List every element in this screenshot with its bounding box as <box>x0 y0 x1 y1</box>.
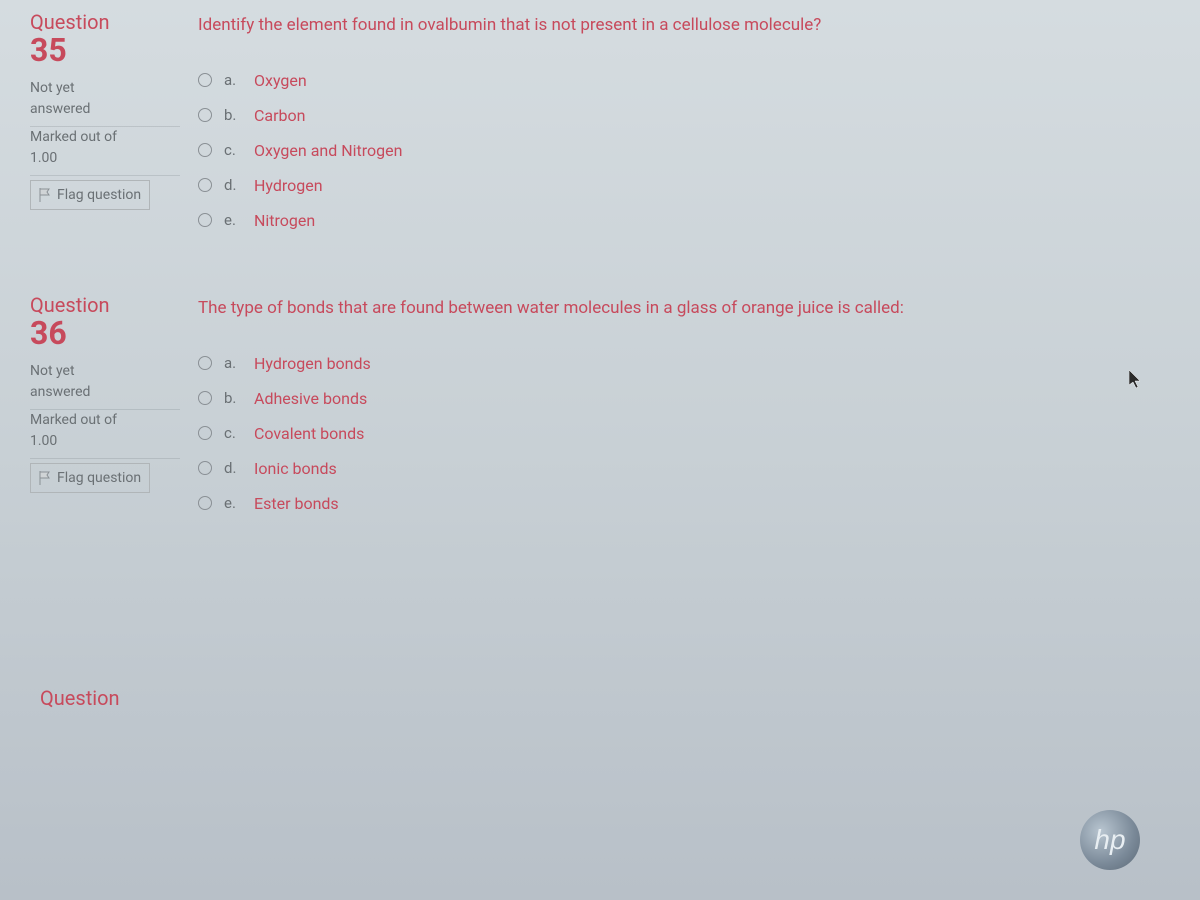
option-letter: d. <box>224 176 242 194</box>
option-row[interactable]: a. Oxygen <box>198 63 1170 98</box>
option-text: Hydrogen <box>254 176 323 195</box>
option-letter: a. <box>224 71 242 89</box>
question-block-36: Question 36 Not yet answered Marked out … <box>30 293 1170 521</box>
divider <box>30 458 180 459</box>
option-row[interactable]: b. Carbon <box>198 98 1170 133</box>
option-letter: d. <box>224 459 242 477</box>
option-row[interactable]: e. Ester bonds <box>198 486 1170 521</box>
marked-line1: Marked out of <box>30 412 117 428</box>
radio-input[interactable] <box>198 496 212 510</box>
radio-input[interactable] <box>198 213 212 227</box>
flag-question-button[interactable]: Flag question <box>30 180 150 210</box>
option-letter: e. <box>224 211 242 229</box>
divider <box>30 175 180 176</box>
radio-input[interactable] <box>198 143 212 157</box>
marked-line2: 1.00 <box>30 433 57 449</box>
marked-line2: 1.00 <box>30 150 57 166</box>
cursor-icon <box>1129 370 1145 390</box>
flag-icon <box>39 188 51 202</box>
status-line2: answered <box>30 101 90 117</box>
radio-input[interactable] <box>198 426 212 440</box>
marked-line1: Marked out of <box>30 129 117 145</box>
option-row[interactable]: b. Adhesive bonds <box>198 381 1170 416</box>
marked-out-of: Marked out of 1.00 <box>30 127 180 169</box>
option-text: Carbon <box>254 106 305 125</box>
radio-input[interactable] <box>198 461 212 475</box>
flag-question-button[interactable]: Flag question <box>30 463 150 493</box>
option-text: Hydrogen bonds <box>254 354 371 373</box>
question-block-35: Question 35 Not yet answered Marked out … <box>30 10 1170 238</box>
option-text: Oxygen and Nitrogen <box>254 141 402 160</box>
status-not-answered: Not yet answered <box>30 361 180 403</box>
option-letter: c. <box>224 141 242 159</box>
status-not-answered: Not yet answered <box>30 78 180 120</box>
question-number: 35 <box>30 34 180 66</box>
question-sidebar: Question 35 Not yet answered Marked out … <box>30 10 180 238</box>
status-line1: Not yet <box>30 80 75 96</box>
option-row[interactable]: d. Hydrogen <box>198 168 1170 203</box>
option-text: Covalent bonds <box>254 424 364 443</box>
radio-input[interactable] <box>198 391 212 405</box>
option-letter: c. <box>224 424 242 442</box>
option-row[interactable]: e. Nitrogen <box>198 203 1170 238</box>
question-number: 36 <box>30 317 180 349</box>
flag-label: Flag question <box>57 470 141 486</box>
flag-icon <box>39 471 51 485</box>
option-text: Adhesive bonds <box>254 389 367 408</box>
marked-out-of: Marked out of 1.00 <box>30 410 180 452</box>
flag-label: Flag question <box>57 187 141 203</box>
option-text: Oxygen <box>254 71 307 90</box>
radio-input[interactable] <box>198 73 212 87</box>
status-line1: Not yet <box>30 363 75 379</box>
hp-logo-text: hp <box>1094 824 1125 856</box>
question-main: Identify the element found in ovalbumin … <box>198 10 1170 238</box>
hp-logo: hp <box>1080 810 1140 870</box>
question-main: The type of bonds that are found between… <box>198 293 1170 521</box>
option-letter: e. <box>224 494 242 512</box>
option-letter: b. <box>224 389 242 407</box>
question-prompt: Identify the element found in ovalbumin … <box>198 14 1170 38</box>
option-row[interactable]: d. Ionic bonds <box>198 451 1170 486</box>
partial-question-label: Question <box>40 686 120 710</box>
option-row[interactable]: c. Oxygen and Nitrogen <box>198 133 1170 168</box>
status-line2: answered <box>30 384 90 400</box>
radio-input[interactable] <box>198 356 212 370</box>
option-text: Ionic bonds <box>254 459 337 478</box>
option-text: Ester bonds <box>254 494 339 513</box>
question-prompt: The type of bonds that are found between… <box>198 297 1170 321</box>
radio-input[interactable] <box>198 108 212 122</box>
option-letter: a. <box>224 354 242 372</box>
option-row[interactable]: a. Hydrogen bonds <box>198 346 1170 381</box>
option-text: Nitrogen <box>254 211 315 230</box>
option-letter: b. <box>224 106 242 124</box>
radio-input[interactable] <box>198 178 212 192</box>
question-sidebar: Question 36 Not yet answered Marked out … <box>30 293 180 521</box>
option-row[interactable]: c. Covalent bonds <box>198 416 1170 451</box>
